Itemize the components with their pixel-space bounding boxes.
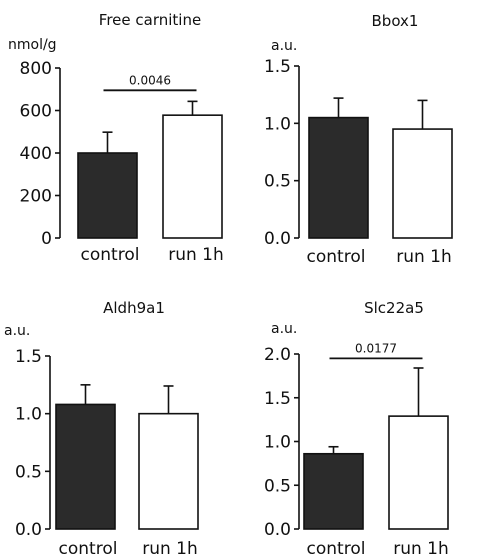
chart-1-unit-label: nmol/g (8, 37, 57, 53)
chart-1-bar-control (77, 152, 138, 239)
chart-2-title: Bbox1 (372, 12, 419, 30)
chart-1-bar-run-1h (162, 114, 223, 239)
chart-1-category-label: control (81, 245, 140, 265)
chart-3-y-tick-label: 1.0 (15, 405, 42, 425)
chart-4-category-label: run 1h (393, 539, 449, 558)
chart-3-category-label: run 1h (142, 539, 198, 558)
chart-4-category-label: control (307, 539, 366, 558)
chart-2-category-label: control (307, 247, 366, 267)
chart-2-category-label: run 1h (396, 247, 452, 267)
chart-3-bar-control (55, 403, 116, 530)
chart-1-y-tick-label: 800 (20, 59, 52, 79)
chart-1-title: Free carnitine (99, 11, 201, 29)
chart-1-y-tick-label: 0 (41, 229, 52, 249)
chart-4-y-tick-label: 1.0 (264, 433, 291, 453)
chart-4-y-tick-label: 0.5 (264, 476, 291, 496)
chart-1-p-value: 0.0046 (129, 73, 171, 87)
chart-4-p-value: 0.0177 (355, 341, 397, 355)
chart-2-y-tick-label: 1.5 (264, 57, 291, 77)
chart-4-y-tick-label: 1.5 (264, 389, 291, 409)
chart-2-bar-control (308, 116, 369, 239)
chart-3-y-tick-label: 0.5 (15, 462, 42, 482)
chart-2-y-tick-label: 0.5 (264, 172, 291, 192)
chart-4-y-tick-label: 0.0 (264, 520, 291, 540)
chart-4-y-tick-label: 2.0 (264, 345, 291, 365)
chart-3-bar-run-1h (138, 412, 199, 530)
chart-4-bar-run-1h (388, 415, 449, 530)
chart-4-bar-control (303, 452, 364, 530)
chart-2-y-tick-label: 0.0 (264, 229, 291, 249)
chart-3-unit-label: a.u. (4, 323, 30, 339)
chart-2-y-tick-label: 1.0 (264, 114, 291, 134)
chart-2-bar-run-1h (392, 128, 453, 239)
chart-4-title: Slc22a5 (364, 299, 424, 317)
chart-1-y-tick-label: 400 (20, 144, 52, 164)
chart-3-category-label: control (59, 539, 118, 558)
chart-1-y-tick-label: 600 (20, 102, 52, 122)
chart-2-unit-label: a.u. (271, 38, 297, 54)
chart-3-y-tick-label: 1.5 (15, 347, 42, 367)
chart-4-unit-label: a.u. (271, 321, 297, 337)
chart-1-y-tick-label: 200 (20, 187, 52, 207)
chart-3-y-tick-label: 0.0 (15, 520, 42, 540)
chart-3-title: Aldh9a1 (103, 299, 165, 317)
chart-1-category-label: run 1h (168, 245, 224, 265)
